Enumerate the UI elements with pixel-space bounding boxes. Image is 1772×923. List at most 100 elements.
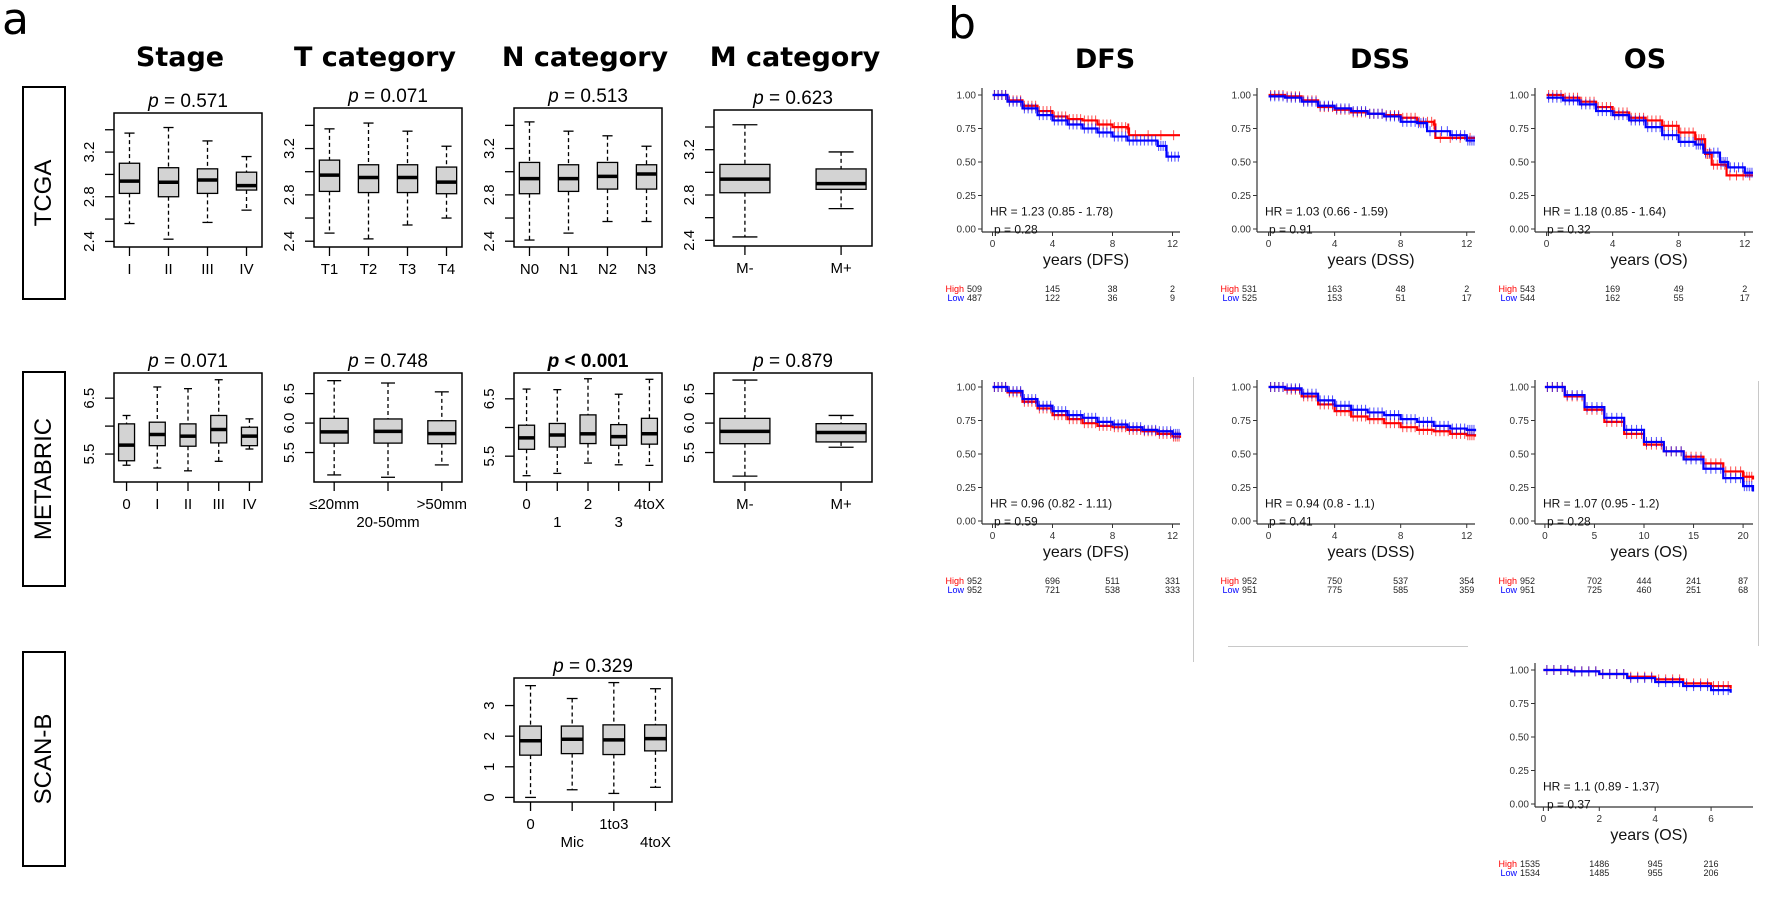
x-tick-label: 4 <box>1652 814 1658 825</box>
p-value: p = 0.91 <box>1269 223 1313 237</box>
x-axis-label: years (DFS) <box>1043 544 1129 561</box>
survival-curve-high <box>1546 93 1753 177</box>
column-title-dfs: DFS <box>1074 44 1136 75</box>
risk-count-high: 945 <box>1648 859 1663 869</box>
y-tick-label: 0.50 <box>957 450 977 461</box>
risk-count-high: 354 <box>1459 576 1474 586</box>
x-tick-label: 12 <box>1461 531 1473 542</box>
x-tick-label: N2 <box>598 261 617 278</box>
y-tick-label: 3 <box>481 701 498 709</box>
y-tick-label: 0.50 <box>1510 733 1530 744</box>
x-tick-label: III <box>212 496 225 513</box>
y-tick-label: 6.0 <box>281 413 298 434</box>
risk-count-high: 216 <box>1704 859 1719 869</box>
risk-count-low: 775 <box>1327 585 1342 595</box>
iqr-box <box>118 162 141 195</box>
risk-count-low: 487 <box>967 293 982 303</box>
risk-count-high: 750 <box>1327 576 1342 586</box>
x-tick-label: 12 <box>1739 239 1751 250</box>
risk-count-high: 702 <box>1587 576 1602 586</box>
risk-count-low: 460 <box>1636 585 1651 595</box>
x-tick-label: N3 <box>637 261 656 278</box>
plot-title: p = 0.623 <box>752 88 833 109</box>
panel-a-label: a <box>2 0 29 45</box>
y-tick-label: 0.75 <box>957 124 977 135</box>
column-title-t-category: T category <box>293 42 457 73</box>
p-value: p = 0.32 <box>1547 223 1591 237</box>
risk-count-high: 509 <box>967 284 982 294</box>
y-tick-label: 1.00 <box>1510 383 1530 394</box>
p-value: p = 0.28 <box>1547 515 1591 529</box>
risk-label-high: High <box>1220 576 1239 586</box>
box-I <box>148 386 166 469</box>
risk-count-low: 162 <box>1605 293 1620 303</box>
p-symbol: p <box>347 351 364 372</box>
km-plot-tcga-dfs: 0.00 0.25 0.50 0.75 1.00 0 4 8 12 years (DFS) HR =… <box>945 88 1180 303</box>
survival-curve-high <box>992 385 1182 438</box>
risk-count-low: 951 <box>1242 585 1257 595</box>
row-label-metabric-text: METABRIC <box>30 417 57 541</box>
column-title-os: OS <box>1623 44 1667 75</box>
boxplot-tcga-n: p = 0.513 2.4 2.8 3.2 N0 N1 N2 N3 <box>481 86 663 278</box>
y-tick-label: 0.75 <box>957 416 977 427</box>
x-tick-label: 1to3 <box>599 816 628 833</box>
x-tick-label: 4 <box>1050 531 1056 542</box>
p-symbol: p <box>552 656 569 677</box>
y-tick-label: 6.0 <box>681 413 698 434</box>
y-tick-label: 2.8 <box>281 184 298 205</box>
censor-marks-low <box>1270 382 1475 435</box>
y-tick-label: 3.2 <box>81 142 98 163</box>
y-tick-label: 5.5 <box>81 444 98 465</box>
box-T1 <box>318 128 341 234</box>
risk-count-low: 538 <box>1105 585 1120 595</box>
plot-frame <box>313 107 463 248</box>
hazard-ratio: HR = 0.96 (0.82 - 1.11) <box>990 497 1112 511</box>
y-tick-label: 5.5 <box>281 442 298 463</box>
y-tick-label: 6.5 <box>481 388 498 409</box>
x-tick-label: 4 <box>1332 239 1338 250</box>
risk-count-high: 145 <box>1045 284 1060 294</box>
risk-count-low: 1485 <box>1589 868 1609 878</box>
y-tick-label: 0.50 <box>957 158 977 169</box>
x-tick-label: 0 <box>526 816 534 833</box>
x-tick-label: 4 <box>1610 239 1616 250</box>
y-tick-label: 0.75 <box>1510 416 1530 427</box>
km-plot-metabric-os: 0.00 0.25 0.50 0.75 1.00 0 5 10 15 20 years (OS) HR… <box>1498 380 1755 595</box>
box-4toX <box>640 378 659 467</box>
risk-count-high: 169 <box>1605 284 1620 294</box>
x-tick-label: 2 <box>584 496 592 513</box>
y-tick-label: 0.00 <box>1510 517 1530 528</box>
y-tick-label: 0.50 <box>1510 450 1530 461</box>
y-tick-label: 0.25 <box>1510 483 1530 494</box>
y-tick-label: 1.00 <box>1232 383 1252 394</box>
iqr-box <box>640 417 659 445</box>
censor-marks-low <box>993 90 1179 162</box>
y-tick-label: 0.25 <box>957 483 977 494</box>
y-tick-label: 0.50 <box>1510 158 1530 169</box>
risk-count-high: 38 <box>1107 284 1117 294</box>
risk-label-high: High <box>1498 859 1517 869</box>
x-tick-label: 1 <box>553 514 561 531</box>
risk-count-low: 544 <box>1520 293 1535 303</box>
y-tick-label: 0.25 <box>1510 191 1530 202</box>
y-tick-label: 2 <box>481 732 498 740</box>
box-M+ <box>815 414 867 448</box>
hazard-ratio: HR = 1.1 (0.89 - 1.37) <box>1543 780 1659 794</box>
x-tick-label: 0 <box>1542 531 1548 542</box>
risk-count-high: 531 <box>1242 284 1257 294</box>
y-tick-label: 1.00 <box>1510 91 1530 102</box>
censor-marks-low <box>1546 382 1753 492</box>
y-tick-label: 2.4 <box>281 231 298 252</box>
iqr-box <box>815 168 867 190</box>
y-tick-label: 3.2 <box>681 139 698 160</box>
x-tick-label: M+ <box>830 496 851 513</box>
divider-vertical-2 <box>1758 381 1759 646</box>
risk-count-low: 55 <box>1674 293 1684 303</box>
p-symbol: p <box>547 86 564 107</box>
x-tick-label: ≤20mm <box>309 496 359 513</box>
censor-marks-low <box>1548 92 1753 178</box>
p-symbol: p <box>752 88 769 109</box>
x-tick-label: 0 <box>122 496 130 513</box>
p-value: = 0.071 <box>164 351 228 372</box>
